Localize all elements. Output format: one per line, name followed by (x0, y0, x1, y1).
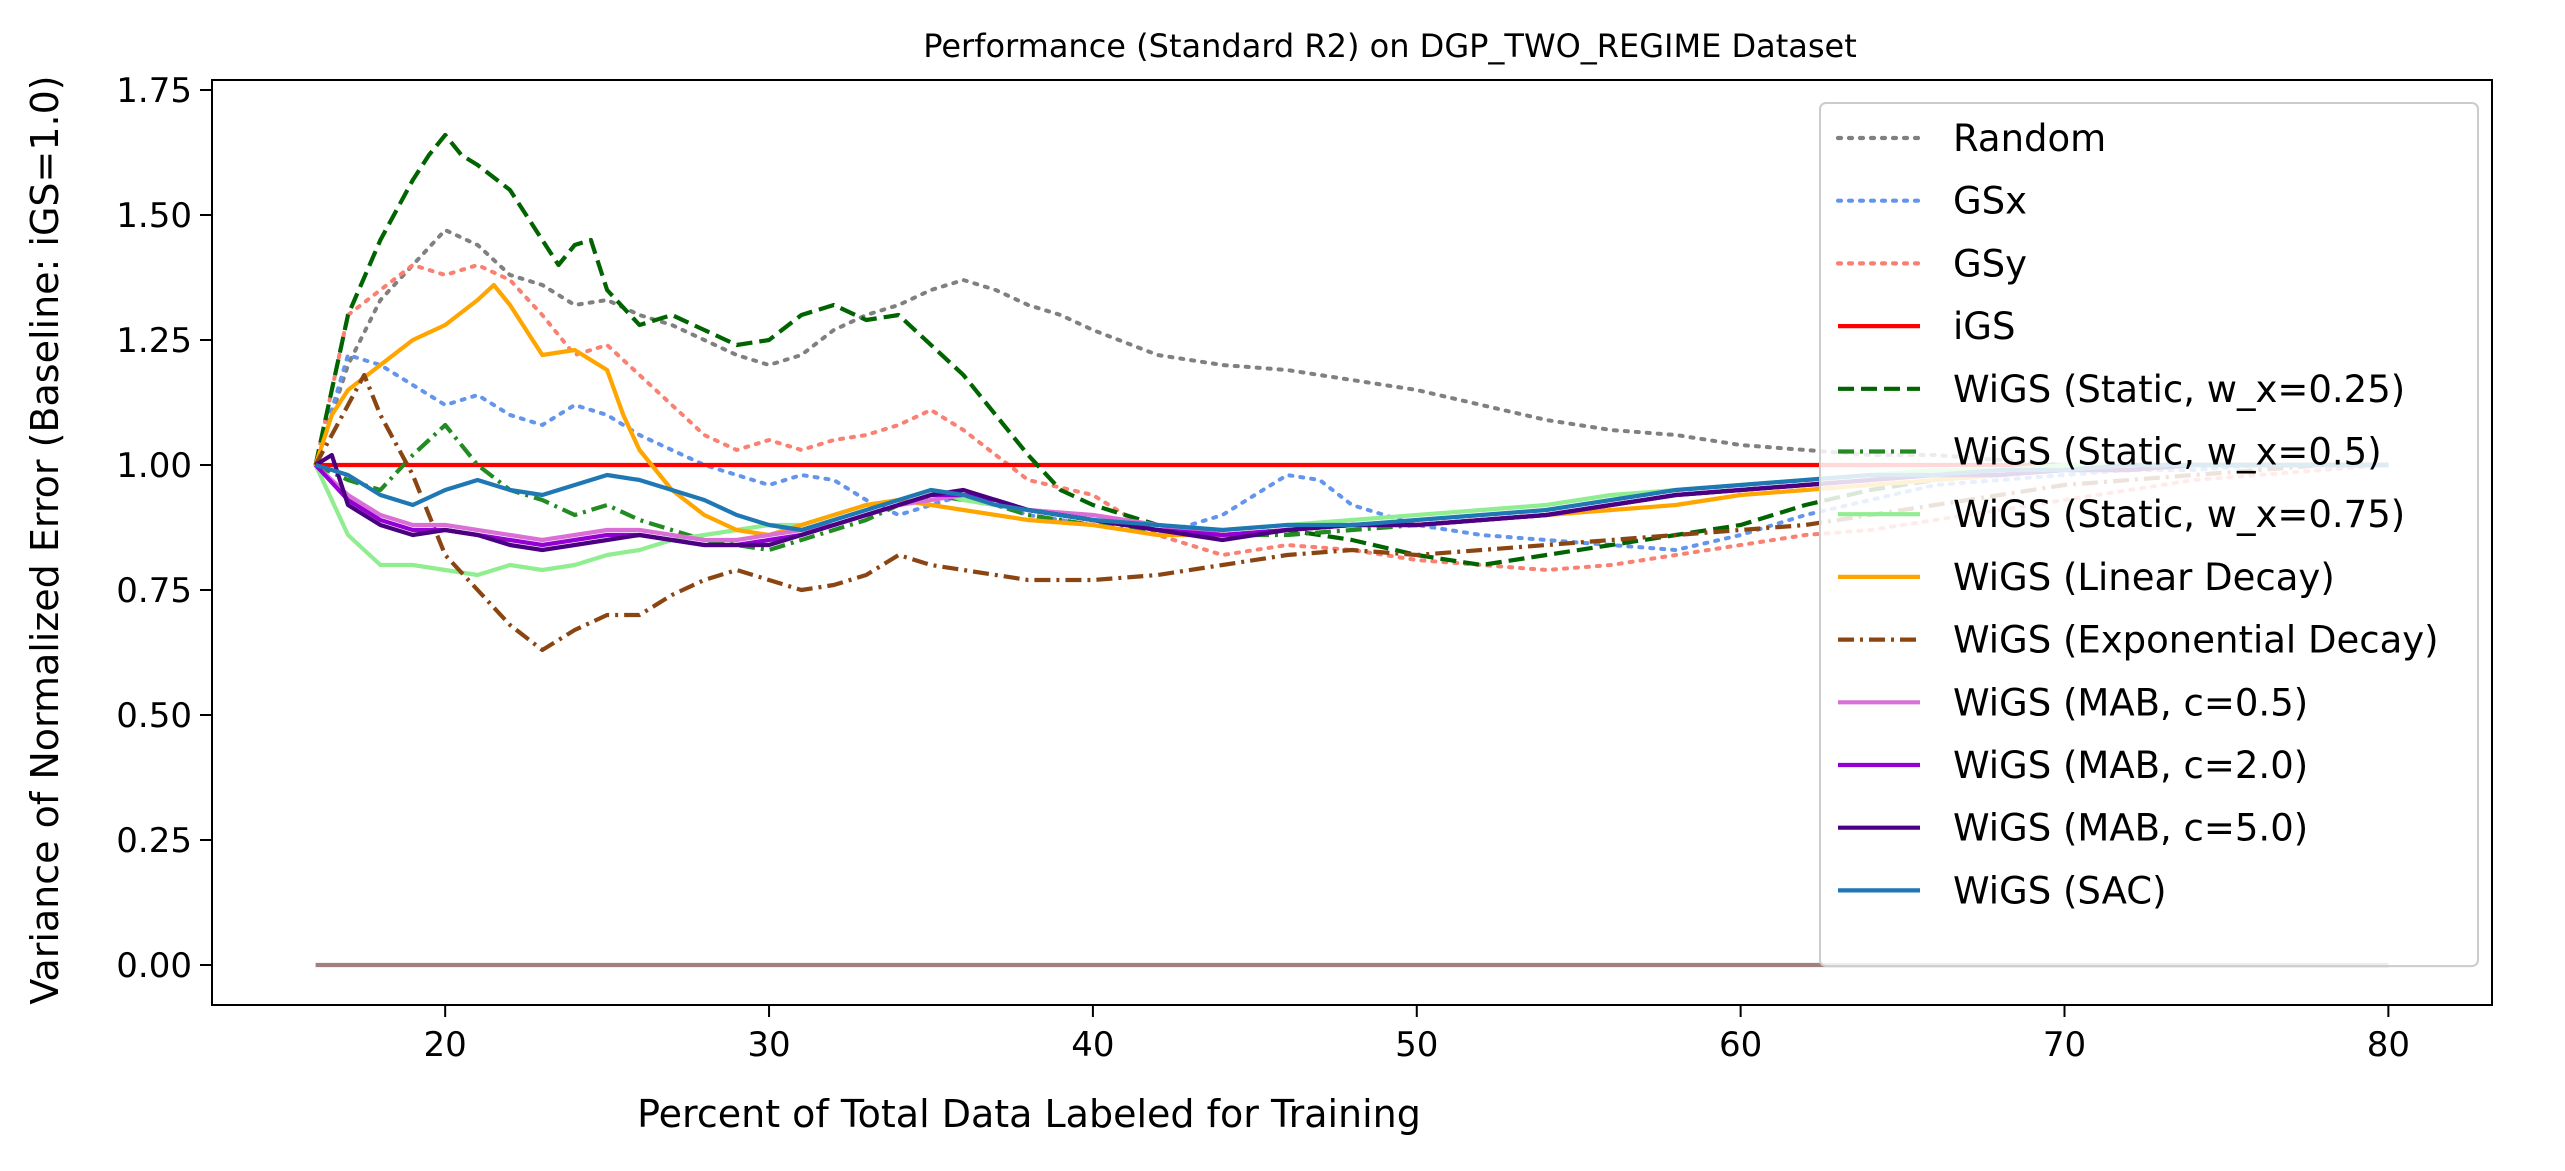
axes: 20 30 40 50 60 70 80 0.00 0.25 0.50 0.75 1.00 1.25 1.… (116, 71, 2493, 1065)
x-tick-label: 60 (1719, 1025, 1762, 1065)
legend-label-wigs-mab-c-5-0: WiGS (MAB, c=5.0) (1953, 807, 2308, 850)
legend-label-gsx: GSx (1953, 180, 2027, 223)
legend-label-wigs-linear-decay: WiGS (Linear Decay) (1953, 556, 2335, 599)
legend-label-wigs-mab-c-0-5: WiGS (MAB, c=0.5) (1953, 681, 2308, 724)
y-tick-label: 0.00 (116, 946, 192, 986)
y-tick-label: 0.25 (116, 821, 192, 861)
plot-frame (211, 79, 2493, 1006)
series-line-gsx (313, 353, 2391, 552)
legend-label-wigs-mab-c-2-0: WiGS (MAB, c=2.0) (1953, 744, 2308, 787)
legend-label-igs: iGS (1953, 305, 2015, 348)
x-tick-label: 40 (1071, 1025, 1114, 1065)
x-tick-label: 70 (2043, 1025, 2086, 1065)
legend-label-random: Random (1953, 117, 2106, 160)
y-tick-label: 1.25 (116, 321, 192, 361)
legend-box (1819, 102, 2479, 968)
chart-title: Performance (Standard R2) on DGP_TWO_REG… (923, 27, 1857, 65)
x-tick-label: 80 (2367, 1025, 2410, 1065)
legend-label-gsy: GSy (1953, 242, 2027, 285)
y-tick-label: 1.00 (116, 446, 192, 486)
legend: Random GSx GSy iGS WiGS (Static, w_x=0.25) Wi… (1819, 102, 2479, 968)
x-tick-label: 30 (747, 1025, 790, 1065)
legend-label-wigs-static-w-x-0-75: WiGS (Static, w_x=0.75) (1953, 493, 2405, 536)
y-axis-label: Variance of Normalized Error (Baseline: … (23, 75, 67, 1004)
legend-label-wigs-static-w-x-0-5: WiGS (Static, w_x=0.5) (1953, 431, 2382, 474)
x-tick-label: 20 (424, 1025, 467, 1065)
y-tick-label: 1.50 (116, 196, 192, 236)
legend-label-wigs-sac: WiGS (SAC) (1953, 869, 2167, 912)
x-tick-label: 50 (1395, 1025, 1438, 1065)
y-tick-label: 0.50 (116, 696, 192, 736)
legend-label-wigs-static-w-x-0-25: WiGS (Static, w_x=0.25) (1953, 368, 2405, 411)
legend-label-wigs-exponential-decay: WiGS (Exponential Decay) (1953, 619, 2439, 662)
x-axis-label: Percent of Total Data Labeled for Traini… (637, 1092, 1421, 1136)
y-tick-label: 0.75 (116, 571, 192, 611)
y-tick-label: 1.75 (116, 71, 192, 111)
